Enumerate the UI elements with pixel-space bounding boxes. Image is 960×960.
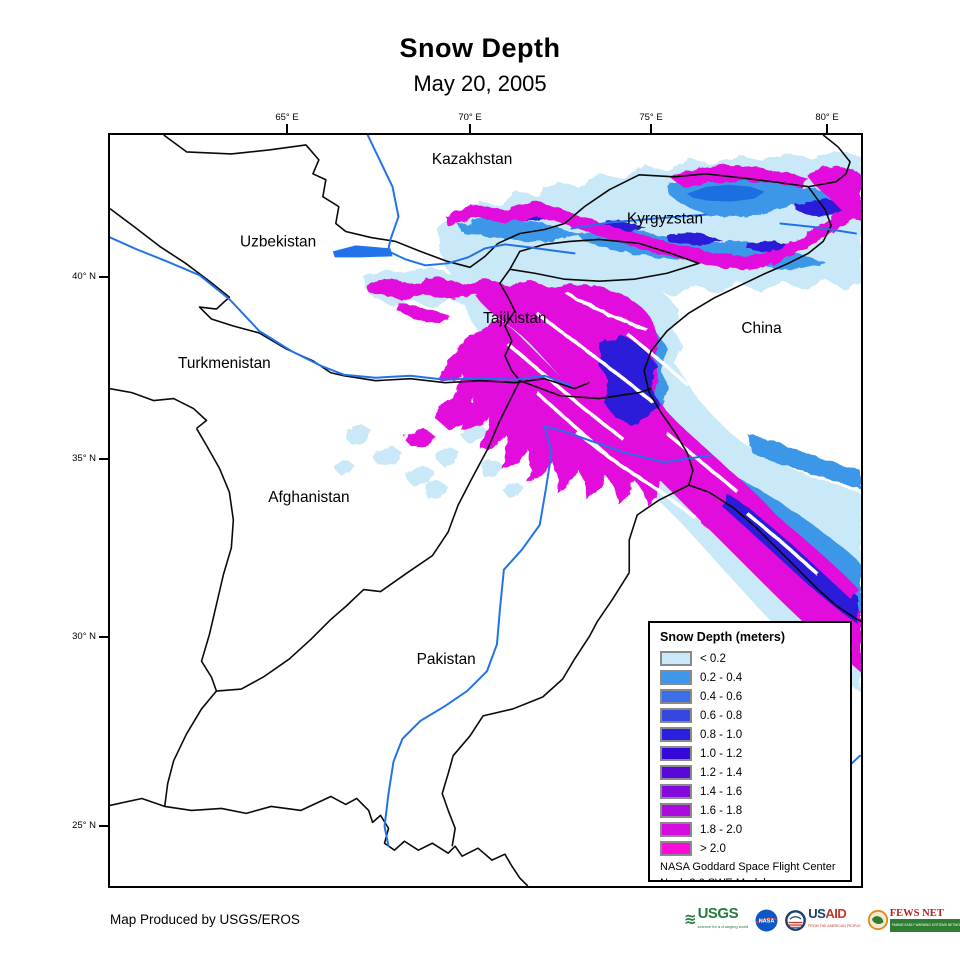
legend-row: > 2.0	[660, 839, 850, 858]
usaid-seal-icon	[785, 909, 807, 931]
legend-label: 0.8 - 1.0	[700, 728, 743, 741]
longitude-tick-label: 70° E	[458, 112, 482, 123]
latitude-tick-label: 25° N	[72, 820, 96, 831]
latitude-tick-mark	[99, 458, 108, 460]
usaid-logo: USAID FROM THE AMERICAN PEOPLE	[785, 906, 861, 932]
legend-label: 1.0 - 1.2	[700, 747, 743, 760]
legend-row: 0.6 - 0.8	[660, 706, 850, 725]
fewsnet-tagline: FAMINE EARLY WARNING SYSTEMS NETWORK	[889, 919, 960, 932]
fewsnet-globe-icon	[867, 910, 888, 930]
legend-label: 0.4 - 0.6	[700, 690, 743, 703]
usgs-tagline: science for a changing world	[697, 924, 749, 929]
longitude-tick-label: 65° E	[275, 112, 299, 123]
fewsnet-logo: FEWS NET FAMINE EARLY WARNING SYSTEMS NE…	[867, 908, 960, 932]
usaid-logo-text-aid: AID	[825, 906, 847, 921]
usaid-logo-text-us: US	[808, 906, 826, 921]
legend-swatch	[660, 841, 692, 856]
country-label-afghanistan: Afghanistan	[268, 489, 349, 506]
reservoir	[332, 245, 393, 258]
legend-credit-line1: NASA Goddard Space Flight Center	[660, 861, 836, 873]
legend-swatch	[660, 670, 692, 685]
logos-row: ≋ USGS science for a changing world NASA…	[684, 902, 960, 938]
nasa-logo-text: NASA	[759, 918, 775, 924]
usaid-tagline: FROM THE AMERICAN PEOPLE	[808, 924, 861, 928]
legend-title: Snow Depth (meters)	[660, 630, 786, 644]
longitude-tick-mark	[650, 124, 652, 133]
legend-credit-line2: Noah 3.6 SWE Model.	[660, 877, 850, 880]
legend-label: 0.6 - 0.8	[700, 709, 743, 722]
legend-label: 1.6 - 1.8	[700, 804, 743, 817]
longitude-tick-label: 75° E	[639, 112, 663, 123]
legend-swatch	[660, 803, 692, 818]
latitude-tick-label: 35° N	[72, 453, 96, 464]
country-label-tajikistan: Tajikistan	[483, 310, 546, 327]
legend-label: < 0.2	[700, 652, 726, 665]
legend-label: 0.2 - 0.4	[700, 671, 743, 684]
legend-swatch	[660, 727, 692, 742]
longitude-tick-mark	[826, 124, 828, 133]
country-labels: Kazakhstan Uzbekistan Kyrgyzstan Turkmenist…	[178, 151, 782, 668]
legend-label: > 2.0	[700, 842, 726, 855]
legend-row: 1.8 - 2.0	[660, 820, 850, 839]
latitude-tick-label: 30° N	[72, 631, 96, 642]
legend-row: 1.6 - 1.8	[660, 801, 850, 820]
nasa-meatball-icon: NASA	[755, 909, 778, 931]
legend: Snow Depth (meters) < 0.2 0.2 - 0.4 0.4 - …	[648, 621, 852, 882]
longitude-tick-label: 80° E	[815, 112, 839, 123]
legend-swatch	[660, 708, 692, 723]
lake-issyk-kul	[686, 184, 765, 202]
legend-items: < 0.2 0.2 - 0.4 0.4 - 0.6 0.6 - 0.8 0.8 - 1.…	[660, 649, 850, 858]
legend-swatch	[660, 822, 692, 837]
snow-magenta-stripes	[700, 483, 859, 615]
legend-row: 1.2 - 1.4	[660, 763, 850, 782]
legend-label: 1.2 - 1.4	[700, 766, 743, 779]
country-label-kyrgyzstan: Kyrgyzstan	[627, 211, 703, 228]
rivers	[110, 135, 861, 848]
latitude-tick-mark	[99, 636, 108, 638]
legend-swatch	[660, 651, 692, 666]
map-date: May 20, 2005	[413, 71, 547, 96]
legend-swatch	[660, 765, 692, 780]
legend-row: 0.2 - 0.4	[660, 668, 850, 687]
nasa-logo: NASA	[755, 909, 778, 932]
legend-swatch	[660, 689, 692, 704]
map-title: Snow Depth	[399, 33, 561, 63]
legend-row: 1.4 - 1.6	[660, 782, 850, 801]
map-frame: Kazakhstan Uzbekistan Kyrgyzstan Turkmenist…	[108, 133, 863, 888]
legend-row: < 0.2	[660, 649, 850, 668]
longitude-tick-mark	[469, 124, 471, 133]
producer-credit: Map Produced by USGS/EROS	[110, 912, 300, 927]
fewsnet-logo-text: FEWS NET	[889, 908, 944, 919]
snow-depth-raster	[334, 150, 861, 693]
legend-label: 1.4 - 1.6	[700, 785, 743, 798]
valley-channels	[506, 292, 820, 576]
legend-label: 1.8 - 2.0	[700, 823, 743, 836]
country-label-uzbekistan: Uzbekistan	[240, 233, 316, 250]
latitude-tick-label: 40° N	[72, 271, 96, 282]
country-label-pakistan: Pakistan	[417, 651, 476, 668]
snow-deep-cores	[599, 335, 859, 625]
latitude-tick-mark	[99, 276, 108, 278]
usgs-wave-icon: ≋	[684, 911, 697, 928]
usgs-logo: ≋ USGS science for a changing world	[684, 905, 749, 933]
usgs-logo-text: USGS	[697, 905, 739, 922]
legend-swatch	[660, 784, 692, 799]
country-label-turkmenistan: Turkmenistan	[178, 355, 271, 372]
legend-row: 0.4 - 0.6	[660, 687, 850, 706]
legend-row: 1.0 - 1.2	[660, 744, 850, 763]
country-label-china: China	[741, 320, 782, 337]
map-canvas: Kazakhstan Uzbekistan Kyrgyzstan Turkmenist…	[110, 135, 861, 886]
legend-row: 0.8 - 1.0	[660, 725, 850, 744]
longitude-tick-mark	[286, 124, 288, 133]
latitude-tick-mark	[99, 825, 108, 827]
country-label-kazakhstan: Kazakhstan	[432, 151, 513, 168]
legend-swatch	[660, 746, 692, 761]
